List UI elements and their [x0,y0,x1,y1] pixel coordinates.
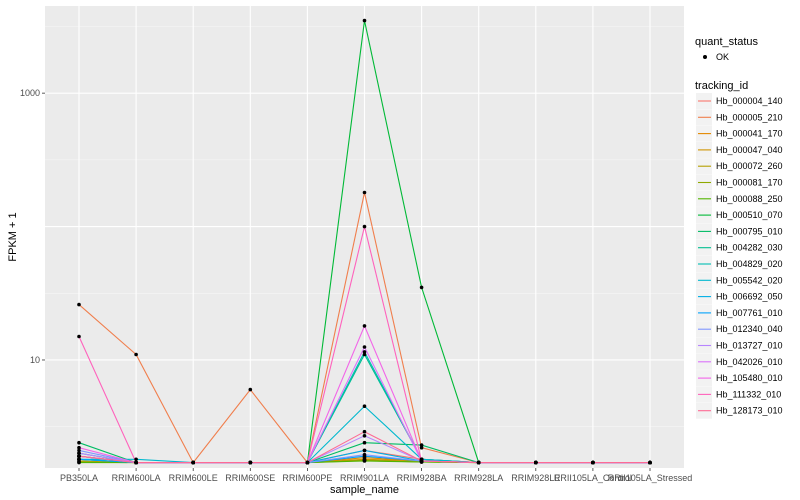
data-point [362,429,367,434]
x-tick-label: RRIM901LA [340,473,389,483]
points [77,18,652,465]
data-point [362,345,367,349]
x-tick-label: RRII105LA_Control [554,473,632,483]
data-point [77,457,81,462]
legend-label: Hb_000088_250 [716,194,783,204]
x-tick-label: RRIM928LA [454,473,503,483]
data-point [362,324,367,328]
y-axis: 10 1000 [20,88,45,365]
x-axis-title: sample_name [330,484,399,496]
data-point [134,457,138,462]
x-tick-label: RRIM600SE [225,473,275,483]
legend-label: Hb_000041_170 [716,129,783,139]
legend-label: Hb_042026_010 [716,357,783,367]
legend-label: Hb_004829_020 [716,259,783,269]
data-point [419,445,424,450]
legend-label: Hb_128173_010 [716,406,783,416]
data-point [134,460,138,465]
data-point [648,460,652,465]
data-point [419,285,424,290]
data-point [77,448,81,453]
legend-label: Hb_000005_210 [716,112,783,122]
data-point [362,352,367,357]
data-point [248,460,253,465]
legend-label: Hb_000072_260 [716,161,783,171]
x-tick-label: RRIM928BA [397,473,447,483]
legend-label: Hb_007761_010 [716,308,783,318]
data-point [362,434,367,438]
series-legend-items: Hb_000004_140 Hb_000005_210 Hb_000041_170 H… [696,93,783,419]
data-point [77,445,81,450]
data-point [77,302,81,307]
data-point [362,440,367,445]
data-point [77,334,81,339]
series-legend-title: tracking_id [695,80,748,92]
data-point [248,387,253,392]
data-point [534,460,538,465]
x-tick-label: RRIM600LA [112,473,161,483]
legend-label: Hb_000047_040 [716,145,783,155]
y-axis-title: FPKM + 1 [7,212,19,261]
data-point [77,454,81,459]
data-point [362,452,367,457]
legend-label: Hb_012340_040 [716,324,783,334]
data-point [591,460,595,465]
x-tick-label: RRIM600PE [282,473,332,483]
legend-label: Hb_000004_140 [716,96,783,106]
data-point [77,460,81,465]
legend-label: Hb_111332_010 [716,389,781,399]
point-legend-key [703,55,707,59]
y-tick-label: 10 [30,355,40,365]
legend-label: Hb_000795_010 [716,226,783,236]
legend-label: Hb_105480_010 [716,373,783,383]
data-point [362,448,367,453]
legend-label: Hb_000081_170 [716,178,783,188]
data-point [77,440,81,445]
data-point [191,460,195,465]
data-point [362,224,367,229]
legend-label: Hb_006692_050 [716,292,783,302]
legend-label: Hb_004282_030 [716,243,783,253]
data-point [77,451,81,456]
point-legend-label: OK [716,52,729,62]
data-point [362,18,367,23]
x-tick-label: RRIM928LE [511,473,560,483]
y-tick-label: 1000 [20,88,40,98]
legend-label: Hb_005542_020 [716,275,783,285]
data-point [419,459,424,463]
legend: quant_status OK tracking_id Hb_000004_14… [695,36,783,419]
data-point [134,352,138,357]
point-legend-title: quant_status [695,36,758,48]
x-tick-label: RRII105LA_Stressed [608,473,693,483]
data-point [362,350,367,354]
data-point [362,404,367,409]
data-point [476,460,481,465]
data-point [419,443,424,447]
x-axis: PB350LA RRIM600LA RRIM600LE RRIM600SE RRIM60… [60,468,692,483]
data-point [362,459,367,463]
x-tick-label: RRIM600LE [169,473,218,483]
data-point [362,190,367,195]
legend-label: Hb_013727_010 [716,341,783,351]
legend-label: Hb_000510_070 [716,210,783,220]
x-tick-label: PB350LA [60,473,98,483]
data-point [305,460,310,465]
